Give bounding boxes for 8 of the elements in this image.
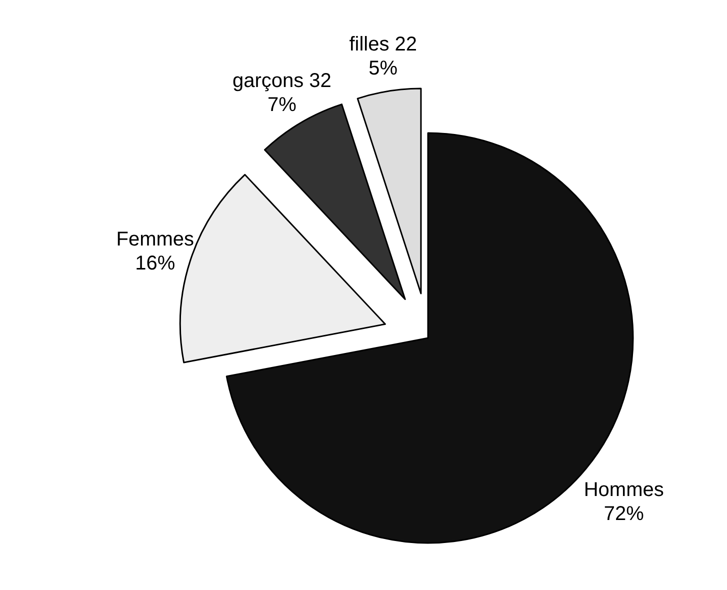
slice-label: garçons 32 xyxy=(232,70,332,92)
data-label: 16% xyxy=(135,252,176,274)
data-label: 5% xyxy=(368,58,398,80)
data-label: 72% xyxy=(604,503,644,526)
slice-label: Hommes xyxy=(584,479,664,502)
slice-label: Femmes xyxy=(116,228,194,250)
slice-label: filles 22 xyxy=(349,34,418,56)
data-label: 7% xyxy=(268,94,297,116)
